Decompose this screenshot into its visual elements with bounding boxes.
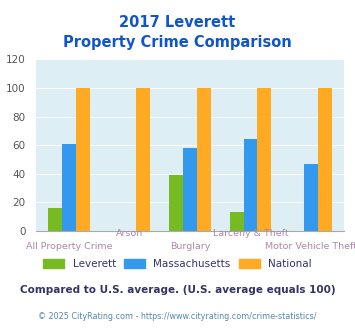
Text: Compared to U.S. average. (U.S. average equals 100): Compared to U.S. average. (U.S. average … bbox=[20, 285, 335, 295]
Text: Burglary: Burglary bbox=[170, 242, 210, 250]
Bar bbox=[230, 213, 244, 231]
Text: Larceny & Theft: Larceny & Theft bbox=[213, 229, 288, 238]
Text: Arson: Arson bbox=[116, 229, 143, 238]
Bar bbox=[257, 88, 271, 231]
Bar bbox=[48, 208, 62, 231]
Bar bbox=[183, 148, 197, 231]
Bar bbox=[318, 88, 332, 231]
Bar bbox=[169, 175, 183, 231]
Bar bbox=[244, 140, 257, 231]
Bar bbox=[76, 88, 90, 231]
Text: Motor Vehicle Theft: Motor Vehicle Theft bbox=[265, 242, 355, 250]
Bar bbox=[136, 88, 150, 231]
Bar bbox=[62, 144, 76, 231]
Bar bbox=[197, 88, 211, 231]
Text: 2017 Leverett: 2017 Leverett bbox=[119, 15, 236, 30]
Text: All Property Crime: All Property Crime bbox=[26, 242, 112, 250]
Bar bbox=[304, 164, 318, 231]
Text: Property Crime Comparison: Property Crime Comparison bbox=[63, 35, 292, 50]
Text: © 2025 CityRating.com - https://www.cityrating.com/crime-statistics/: © 2025 CityRating.com - https://www.city… bbox=[38, 312, 317, 321]
Legend: Leverett, Massachusetts, National: Leverett, Massachusetts, National bbox=[39, 254, 316, 273]
